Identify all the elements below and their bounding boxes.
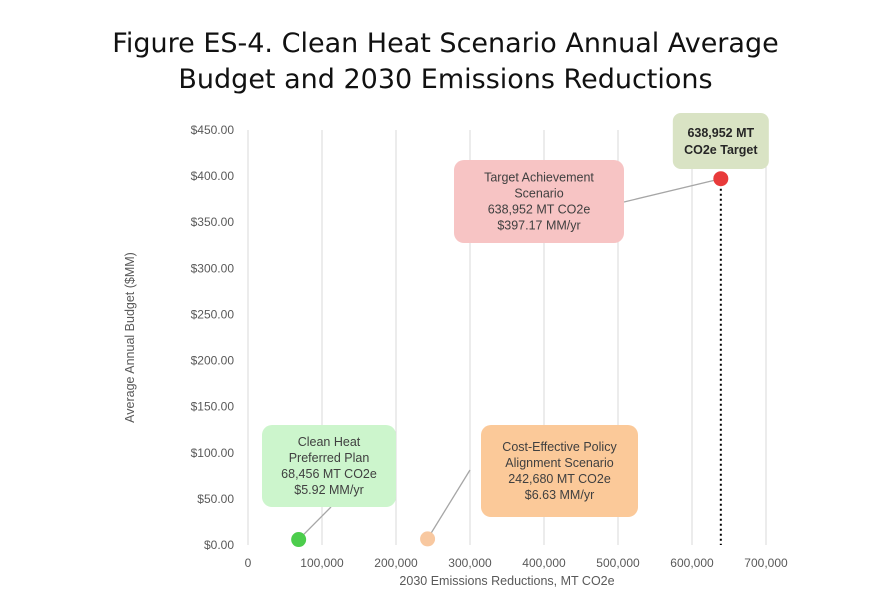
y-axis-ticks: $0.00 $50.00 $100.00 $150.00 $200.00 $250.00 $… xyxy=(191,123,235,552)
x-tick-label: 300,000 xyxy=(448,556,492,570)
target-label-text: CO2e Target xyxy=(684,143,758,157)
x-tick-label: 600,000 xyxy=(670,556,714,570)
annotation-text: Scenario xyxy=(514,187,563,201)
annotation-background xyxy=(481,425,638,517)
target-label-box: 638,952 MT CO2e Target xyxy=(672,113,769,169)
annotation-text: $6.63 MM/yr xyxy=(525,488,594,502)
annotation-text: 242,680 MT CO2e xyxy=(508,472,611,486)
y-tick-label: $300.00 xyxy=(191,261,235,275)
annotation-leader-line xyxy=(298,506,332,540)
data-points xyxy=(291,171,729,548)
target-label-text: 638,952 MT xyxy=(687,126,754,140)
y-tick-label: $0.00 xyxy=(204,538,234,552)
y-tick-label: $250.00 xyxy=(191,307,235,321)
annotation-leader-line xyxy=(427,469,471,540)
x-tick-label: 0 xyxy=(245,556,252,570)
chart-title-line-2: Budget and 2030 Emissions Reductions xyxy=(178,64,713,95)
point-annotation: Target Achievement Scenario 638,952 MT CO2… xyxy=(454,160,624,243)
target-line-group: 638,952 MT CO2e Target xyxy=(672,113,769,545)
point-annotation: Cost-Effective Policy Alignment Scenario 2… xyxy=(481,425,638,517)
annotation-background xyxy=(262,425,396,507)
y-axis-label: Average Annual Budget ($MM) xyxy=(123,252,137,423)
annotation-background xyxy=(454,160,624,243)
annotation-leader-line xyxy=(623,178,721,203)
chart-title: Figure ES-4. Clean Heat Scenario Annual … xyxy=(0,26,891,98)
annotation-text: Preferred Plan xyxy=(289,451,370,465)
annotation-text: Clean Heat xyxy=(298,435,361,449)
annotation-text: $397.17 MM/yr xyxy=(497,219,580,233)
x-tick-label: 500,000 xyxy=(596,556,640,570)
annotation-text: 68,456 MT CO2e xyxy=(281,467,377,481)
annotations: Clean Heat Preferred Plan 68,456 MT CO2e $5… xyxy=(262,160,638,517)
annotation-text: Cost-Effective Policy xyxy=(502,440,617,454)
annotation-leaders xyxy=(298,178,721,540)
x-axis-label: 2030 Emissions Reductions, MT CO2e xyxy=(399,574,614,588)
data-point xyxy=(713,171,729,187)
chart-title-line-1: Figure ES-4. Clean Heat Scenario Annual … xyxy=(112,28,779,59)
point-annotation: Clean Heat Preferred Plan 68,456 MT CO2e $5… xyxy=(262,425,396,507)
x-tick-label: 700,000 xyxy=(744,556,788,570)
y-tick-label: $400.00 xyxy=(191,169,235,183)
annotation-text: Target Achievement xyxy=(484,171,594,185)
y-tick-label: $150.00 xyxy=(191,400,235,414)
y-tick-label: $450.00 xyxy=(191,123,235,137)
y-tick-label: $350.00 xyxy=(191,215,235,229)
annotation-text: Alignment Scenario xyxy=(505,456,613,470)
y-tick-label: $50.00 xyxy=(197,492,234,506)
data-point xyxy=(291,532,307,548)
x-tick-label: 200,000 xyxy=(374,556,418,570)
x-tick-label: 400,000 xyxy=(522,556,566,570)
target-label-background xyxy=(672,113,769,169)
data-point xyxy=(420,531,436,547)
y-tick-label: $200.00 xyxy=(191,354,235,368)
x-tick-label: 100,000 xyxy=(300,556,344,570)
x-axis-ticks: 0 100,000 200,000 300,000 400,000 500,000 600,… xyxy=(245,556,788,570)
annotation-text: $5.92 MM/yr xyxy=(294,483,363,497)
y-tick-label: $100.00 xyxy=(191,446,235,460)
annotation-text: 638,952 MT CO2e xyxy=(488,203,591,217)
